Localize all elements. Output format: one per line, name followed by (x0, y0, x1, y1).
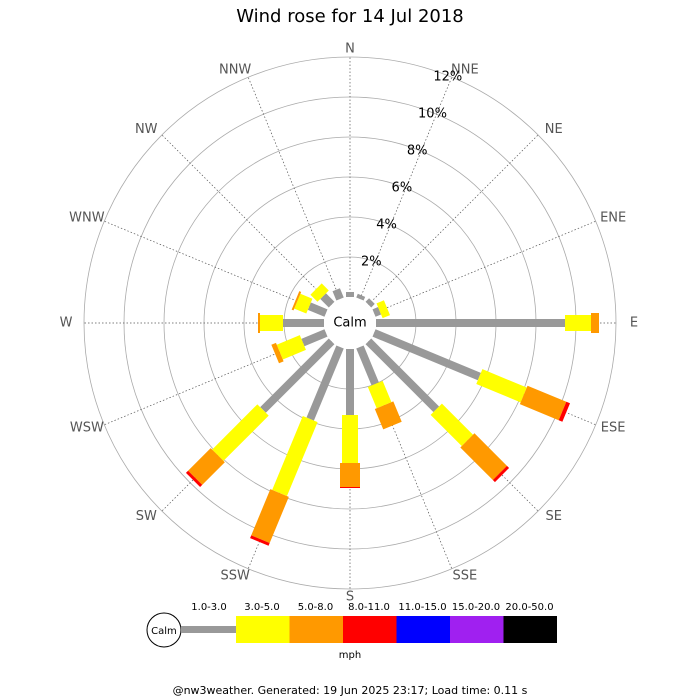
legend-label: 15.0-20.0 (452, 602, 500, 613)
ring-label: 12% (433, 70, 462, 85)
legend-label: 8.0-11.0 (348, 602, 390, 613)
direction-label: E (630, 316, 638, 331)
bar-segment (250, 535, 270, 546)
legend-swatch (343, 616, 397, 643)
footer: @nw3weather. Generated: 19 Jun 2025 23:1… (173, 684, 528, 697)
legend-label: 3.0-5.0 (244, 602, 279, 613)
spoke (247, 77, 341, 300)
spoke (368, 134, 539, 305)
bar-segment (260, 338, 335, 413)
bar-segment (365, 298, 375, 308)
spoke (359, 77, 453, 300)
bar-segment (271, 342, 284, 364)
legend-swatch (181, 626, 236, 633)
calm-label: Calm (333, 316, 366, 331)
spoke (373, 220, 596, 314)
bar-segment (272, 416, 318, 497)
bar-segment (365, 338, 440, 413)
direction-label: NNW (219, 62, 251, 77)
direction-label: SSW (220, 569, 250, 584)
spoke (104, 220, 327, 314)
direction-label: W (60, 316, 73, 331)
ring-label: 8% (407, 144, 428, 159)
direction-label: S (346, 590, 354, 605)
bar-segment (276, 335, 306, 360)
bar-segment (212, 404, 269, 461)
legend-swatch (450, 616, 504, 643)
direction-label: N (345, 42, 355, 57)
direction-label: NW (135, 122, 158, 137)
grid-ring (83, 56, 617, 590)
unit-label: mph (339, 650, 361, 661)
bar-segment (356, 293, 366, 301)
direction-label: WSW (70, 420, 104, 435)
legend-swatch (503, 616, 557, 643)
bar-segment (558, 401, 571, 422)
direction-label: ESE (601, 420, 626, 435)
bar-segment (294, 293, 313, 314)
bar-segment (320, 293, 335, 308)
bar-segment (310, 283, 329, 302)
direction-label: SSE (452, 569, 477, 584)
bar-segment (372, 329, 481, 381)
legend-label: 11.0-15.0 (398, 602, 446, 613)
bar-segment (460, 433, 507, 480)
direction-label: NE (545, 122, 563, 137)
direction-label: NNE (451, 62, 479, 77)
legend-swatch (396, 616, 450, 643)
ring-label: 6% (392, 181, 413, 196)
bar-segment (492, 465, 510, 483)
bar-segment (372, 307, 382, 317)
direction-label: SE (546, 509, 562, 524)
direction-label: SW (136, 509, 157, 524)
bar-segment (185, 470, 203, 488)
legend-swatch (236, 616, 290, 643)
calm-circle (325, 298, 375, 348)
legend-calm-label: Calm (151, 626, 177, 637)
legend-label: 1.0-3.0 (191, 602, 226, 613)
bar-segment (188, 448, 225, 485)
direction-label: WNW (69, 211, 105, 226)
ring-label: 4% (376, 218, 397, 233)
bar-segment (291, 291, 302, 311)
bar-segment (332, 288, 344, 301)
bar-segment (430, 403, 474, 447)
bar-segment (301, 329, 328, 347)
bar-segment (376, 300, 391, 319)
ring-label: 10% (418, 107, 447, 122)
spoke (161, 134, 332, 305)
bar-segment (251, 489, 289, 544)
bar-segment (356, 345, 379, 386)
legend-label: 5.0-8.0 (298, 602, 333, 613)
legend-label: 20.0-50.0 (505, 602, 553, 613)
bar-segment (306, 345, 344, 421)
bar-segment (307, 302, 328, 317)
bar-segment (519, 385, 567, 421)
legend-swatch (289, 616, 343, 643)
chart-title: Wind rose for 14 Jul 2018 (236, 6, 464, 27)
bar-segment (374, 401, 402, 430)
ring-label: 2% (361, 255, 382, 270)
direction-label: ENE (600, 211, 626, 226)
bar-segment (367, 380, 392, 409)
bar-segment (476, 369, 527, 403)
